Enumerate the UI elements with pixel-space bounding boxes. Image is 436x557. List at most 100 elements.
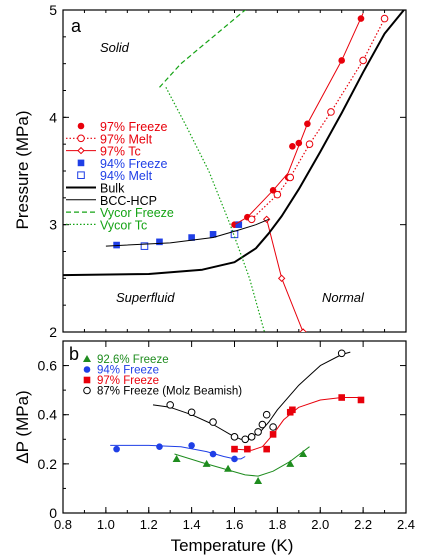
legend-b-entry: 97% Freeze: [83, 375, 159, 387]
series-b-3-point: [230, 433, 239, 441]
series-a-5-line: [63, 10, 405, 277]
series-b-1-point: [113, 445, 120, 453]
panel-b-xticks: 0.8 1.0 1.2 1.4 1.6 1.8 2.0 2.2 2.4: [54, 341, 415, 532]
series-b-0-point: [286, 459, 295, 467]
series-b-2-fit: [234, 397, 364, 451]
panel-b-xtick-label: 2.2: [354, 517, 372, 532]
panel-a-ytick-label: 4: [49, 109, 57, 125]
series-a-3-point: [209, 231, 217, 238]
legend-a-entry: BCC-HCP: [66, 194, 157, 208]
series-b-1-point: [156, 443, 163, 450]
series-a-1-point: [327, 108, 335, 116]
series-a-0-point: [289, 143, 296, 150]
series-b-3-point: [337, 349, 346, 358]
legend-a-entry: 97% Melt: [66, 132, 153, 146]
legend-a-label: 97% Tc: [100, 145, 141, 159]
legend-a-marker: [77, 134, 85, 143]
panel-b-label: b: [69, 344, 79, 364]
panel-a: a Pressure (MPa) Solid Superfluid Normal…: [13, 2, 407, 340]
legend-a-label: 97% Freeze: [100, 120, 167, 134]
legend-b-label: 97% Freeze: [97, 375, 159, 387]
panel-b-plot: [110, 349, 365, 485]
legend-b-label: 94% Freeze: [97, 365, 159, 377]
series-a-1-point: [305, 140, 314, 148]
legend-a-entry: 97% Tc: [66, 145, 141, 159]
panel-a-series: [63, 10, 405, 332]
legend-b-entry: 92.6% Freeze: [83, 354, 169, 366]
region-superfluid: Superfluid: [116, 290, 175, 305]
legend-b-label: 92.6% Freeze: [97, 354, 169, 366]
legend-a-marker: [77, 122, 85, 130]
series-a-3-point: [235, 221, 243, 228]
series-b-0-point: [299, 450, 308, 458]
series-a-1-point: [359, 56, 367, 65]
legend-a-label: Bulk: [100, 182, 125, 196]
series-b-1-point: [188, 442, 195, 449]
series-b-3-point: [166, 401, 174, 409]
legend-b-marker: [83, 386, 91, 395]
panel-a-ytick-label: 3: [49, 217, 57, 233]
legend-b-entry: 94% Freeze: [83, 365, 159, 377]
series-b-2-point: [289, 406, 296, 414]
series-a-7-line: [159, 10, 247, 88]
series-b-2-point: [263, 445, 270, 453]
series-b-3-point: [269, 423, 277, 431]
panel-b-xtick-label: 2.4: [397, 517, 415, 532]
legend-a-label: Vycor Tc: [100, 218, 147, 232]
panel-b-xtick-label: 2.0: [311, 517, 329, 532]
series-b-0-point: [254, 477, 263, 485]
legend-a-label: 94% Melt: [100, 169, 153, 183]
series-a-2-point: [262, 215, 271, 224]
legend-a-marker: [77, 146, 85, 155]
series-a-6-line: [105, 218, 269, 247]
panel-a-ytick-label: 5: [49, 2, 57, 18]
series-a-1-point: [247, 215, 256, 224]
legend-a-entry: 94% Melt: [77, 169, 153, 183]
series-a-4-point: [140, 242, 149, 250]
panel-b-ytick-label: 0: [49, 505, 57, 521]
series-b-2-point: [357, 396, 365, 404]
series-a-1-point: [286, 173, 295, 182]
legend-a-marker: [77, 171, 85, 179]
series-a-2-point: [299, 328, 307, 332]
series-a-3-point: [156, 238, 163, 246]
panel-b-xtick-label: 1.8: [268, 517, 286, 532]
legend-a-label: Vycor Freeze: [100, 206, 174, 220]
series-b-3-point: [247, 433, 256, 441]
panel-b: b ΔP (MPa) Temperature (K) 0 0.2 0.4 0.6 0.…: [13, 340, 415, 555]
x-axis-label: Temperature (K): [171, 536, 294, 555]
panel-b-xtick-label: 0.8: [54, 517, 72, 532]
panel-b-yticks: 0 0.2 0.4 0.6: [38, 340, 406, 521]
series-b-2-point: [244, 445, 251, 453]
series-b-3-point: [209, 418, 217, 426]
panel-a-ytick-label: 2: [49, 324, 57, 340]
panel-a-yticks: 2 3 4 5: [49, 2, 407, 340]
series-b-0-point: [224, 464, 233, 472]
legend-b-marker: [83, 376, 91, 384]
series-b-3-point: [258, 420, 267, 429]
legend-a-entry: Bulk: [66, 182, 125, 196]
legend-b-label: 87% Freeze (Molz Beamish): [97, 386, 242, 398]
series-b-2-point: [231, 445, 238, 453]
panel-a-label: a: [71, 16, 82, 36]
series-b-2-point: [338, 394, 345, 401]
panel-b-xtick-label: 1.2: [140, 517, 158, 532]
series-b-0-point: [172, 454, 181, 462]
region-solid: Solid: [100, 40, 130, 55]
series-b-3-point: [262, 410, 271, 419]
legend-a-entry: 94% Freeze: [77, 157, 167, 171]
series-a-1-point: [273, 190, 282, 199]
legend-b-marker: [83, 355, 91, 362]
panel-b-ytick-label: 0.2: [38, 456, 58, 472]
series-a-8-line: [165, 87, 266, 332]
panel-b-xtick-label: 1.0: [97, 517, 115, 532]
legend-a-label: BCC-HCP: [100, 194, 157, 208]
legend-a-marker: [77, 159, 85, 167]
panel-b-ylabel: ΔP (MPa): [13, 390, 32, 463]
legend-a-label: 94% Freeze: [100, 157, 167, 171]
panel-a-plot: [63, 10, 405, 332]
series-b-3-point: [187, 408, 196, 417]
series-a-0-fit: [234, 12, 364, 226]
legend-a-entry: 97% Freeze: [77, 120, 167, 134]
